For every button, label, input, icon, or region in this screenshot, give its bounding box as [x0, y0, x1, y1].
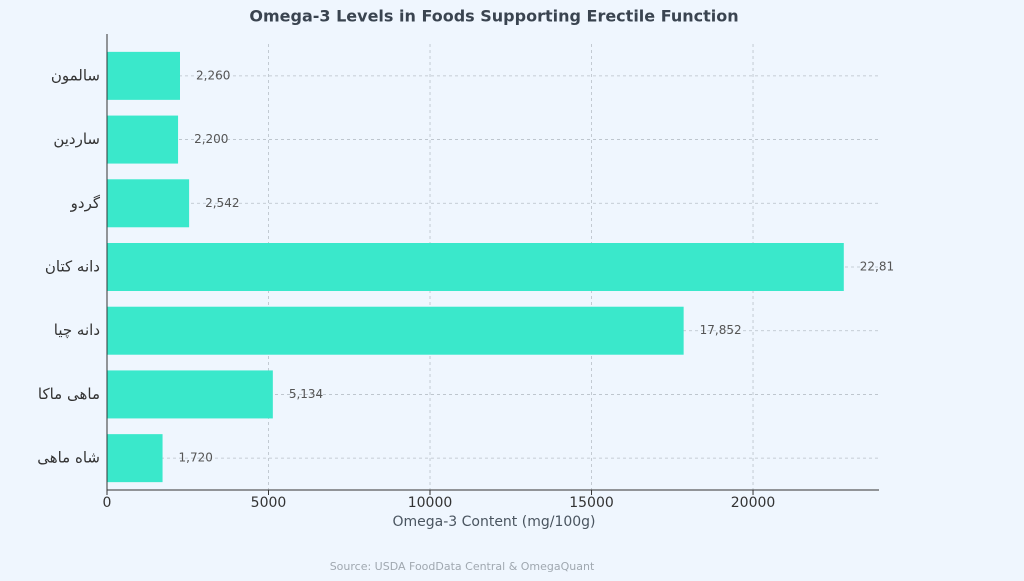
x-tick-label: 0 — [103, 495, 112, 511]
y-tick-label: شاه ماهی — [37, 449, 100, 467]
y-tick-label: گردو — [70, 194, 101, 212]
x-tick-label: 10000 — [408, 495, 453, 511]
y-tick-label: ساردین — [53, 130, 100, 148]
value-label: 22,81 — [860, 260, 894, 274]
bar — [107, 51, 181, 100]
y-tick-label: دانه کتان — [45, 258, 100, 276]
value-label: 2,542 — [205, 196, 239, 210]
bar — [107, 306, 684, 355]
source-note: Source: USDA FoodData Central & OmegaQua… — [330, 560, 595, 573]
bar — [107, 243, 844, 291]
x-tick-label: 20000 — [731, 495, 776, 511]
y-tick-label: سالمون — [51, 66, 100, 84]
bar — [107, 179, 190, 228]
x-axis-label: Omega-3 Content (mg/100g) — [392, 514, 595, 530]
y-tick-label: ماهی ماکا — [38, 385, 100, 403]
value-label: 1,720 — [179, 451, 213, 465]
value-label: 2,260 — [196, 68, 230, 82]
bar — [107, 434, 163, 483]
y-tick-label: دانه چیا — [54, 321, 100, 339]
bar — [107, 115, 179, 164]
value-label: 17,852 — [700, 323, 742, 337]
x-tick-label: 5000 — [251, 495, 287, 511]
chart-title: Omega-3 Levels in Foods Supporting Erect… — [249, 7, 738, 26]
value-label: 5,134 — [289, 387, 323, 401]
value-label: 2,200 — [194, 132, 228, 146]
x-tick-label: 15000 — [569, 495, 614, 511]
bar — [107, 370, 273, 419]
